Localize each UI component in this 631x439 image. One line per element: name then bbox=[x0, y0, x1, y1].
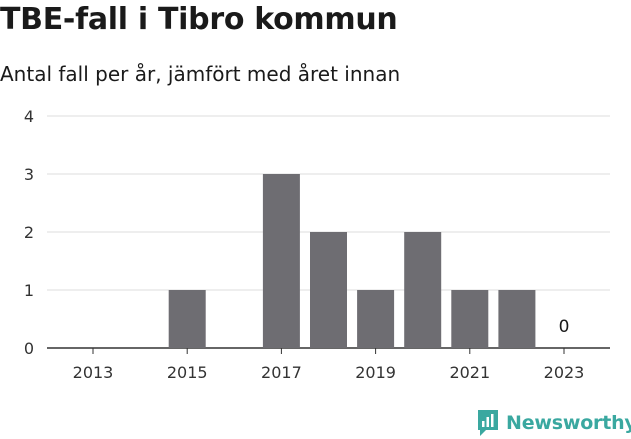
bar-2021 bbox=[451, 290, 489, 348]
y-axis-ticks: 0 1 2 3 4 bbox=[24, 107, 34, 358]
newsworthy-logo: Newsworthy bbox=[476, 408, 631, 438]
bars bbox=[168, 174, 536, 348]
newsworthy-chart-icon bbox=[478, 410, 498, 436]
x-tick-label: 2017 bbox=[261, 363, 302, 382]
data-labels: 0 bbox=[559, 317, 570, 337]
bar-2015 bbox=[168, 290, 206, 348]
y-tick-label: 2 bbox=[24, 223, 34, 242]
x-tick-label: 2015 bbox=[167, 363, 208, 382]
y-tick-label: 3 bbox=[24, 165, 34, 184]
brand-name: Newsworthy bbox=[506, 412, 631, 434]
chart-subtitle: Antal fall per år, jämfört med året inna… bbox=[0, 62, 401, 86]
x-tick-label: 2013 bbox=[73, 363, 114, 382]
x-axis-ticks: 2013 2015 2017 2019 2021 2023 bbox=[73, 348, 585, 382]
bar-2020 bbox=[404, 232, 442, 348]
bar-2022 bbox=[498, 290, 536, 348]
y-tick-label: 4 bbox=[24, 107, 34, 126]
y-tick-label: 1 bbox=[24, 281, 34, 300]
y-tick-label: 0 bbox=[24, 339, 34, 358]
data-label-2023: 0 bbox=[559, 317, 570, 337]
x-tick-label: 2023 bbox=[544, 363, 585, 382]
x-tick-label: 2019 bbox=[355, 363, 396, 382]
bar-2017 bbox=[262, 174, 300, 348]
bar-2019 bbox=[357, 290, 395, 348]
bar-2018 bbox=[310, 232, 347, 348]
chart-title: TBE-fall i Tibro kommun bbox=[0, 2, 398, 37]
x-tick-label: 2021 bbox=[449, 363, 490, 382]
